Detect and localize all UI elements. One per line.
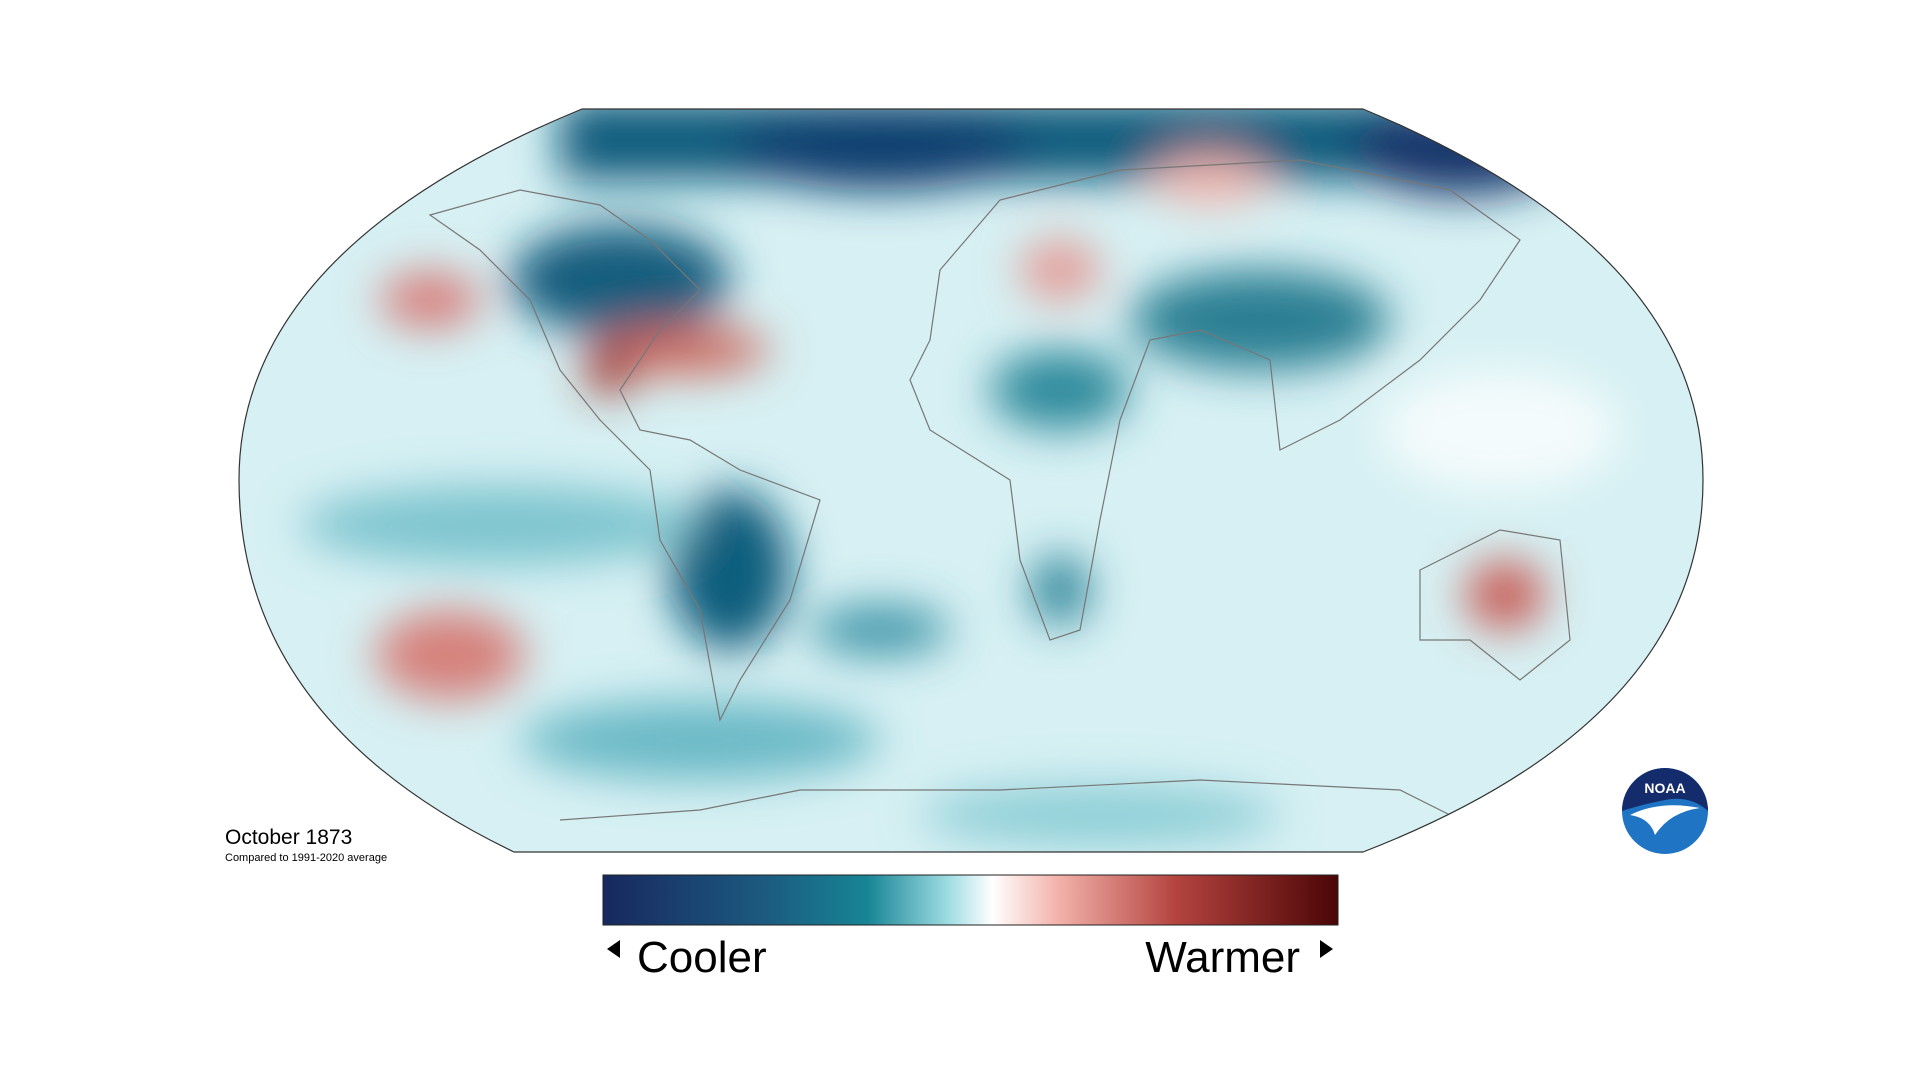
map-subtitle: Compared to 1991-2020 average (225, 852, 387, 864)
noaa-logo: NOAA (1622, 768, 1708, 854)
map-title: October 1873 (225, 826, 352, 849)
coastlines (428, 159, 1571, 821)
left-arrow (607, 940, 620, 958)
map-outline (238, 108, 1704, 853)
color-scale (602, 874, 1339, 926)
legend-high-label: Warmer (1145, 933, 1300, 982)
legend-low-label: Cooler (637, 933, 767, 982)
anomaly-field (239, 109, 1703, 852)
logo-text: NOAA (1644, 780, 1685, 796)
right-arrow (1320, 940, 1333, 958)
